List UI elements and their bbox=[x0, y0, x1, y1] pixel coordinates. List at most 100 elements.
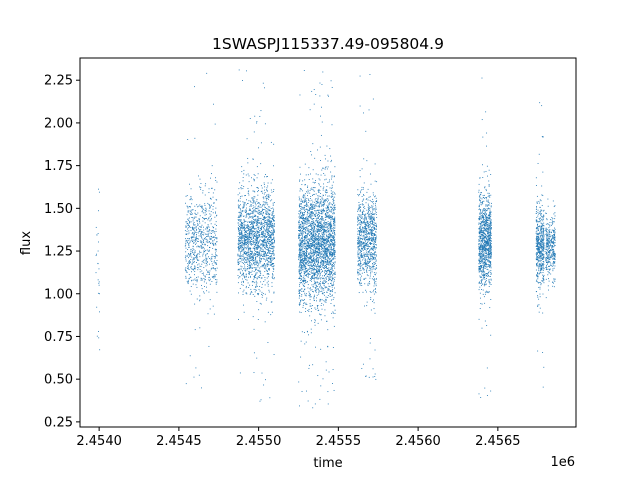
data-point bbox=[262, 256, 264, 258]
data-point bbox=[331, 273, 332, 275]
data-point bbox=[331, 284, 333, 286]
data-point bbox=[274, 239, 276, 241]
data-point bbox=[325, 278, 327, 280]
data-point bbox=[265, 254, 267, 256]
data-point bbox=[299, 235, 301, 236]
data-point bbox=[190, 252, 192, 254]
data-point bbox=[249, 263, 251, 265]
data-point bbox=[325, 230, 327, 231]
data-point bbox=[253, 226, 255, 228]
data-point bbox=[312, 265, 314, 266]
data-point bbox=[332, 244, 333, 246]
data-point bbox=[264, 223, 266, 225]
data-point bbox=[298, 205, 300, 207]
data-point bbox=[270, 222, 272, 224]
data-point bbox=[300, 212, 301, 213]
data-point bbox=[307, 221, 309, 223]
data-point bbox=[330, 196, 332, 198]
data-point bbox=[321, 224, 323, 226]
data-point bbox=[253, 243, 255, 245]
data-point bbox=[242, 201, 244, 203]
data-point bbox=[208, 192, 210, 194]
data-point bbox=[247, 248, 249, 250]
data-point bbox=[249, 209, 251, 211]
data-point bbox=[193, 236, 195, 238]
data-point bbox=[250, 209, 252, 211]
data-point bbox=[248, 254, 250, 256]
data-point bbox=[323, 230, 325, 232]
data-point bbox=[305, 274, 307, 276]
data-point bbox=[241, 225, 243, 227]
data-point bbox=[334, 258, 336, 260]
data-point bbox=[264, 192, 266, 193]
data-point bbox=[328, 95, 329, 97]
data-point bbox=[187, 249, 189, 250]
data-point bbox=[238, 69, 240, 71]
data-point bbox=[327, 260, 329, 262]
data-point bbox=[216, 260, 218, 261]
data-point bbox=[245, 236, 246, 237]
data-point bbox=[271, 264, 273, 266]
data-point bbox=[266, 253, 268, 255]
data-point bbox=[257, 238, 258, 240]
data-point bbox=[212, 265, 214, 266]
data-point bbox=[199, 251, 201, 253]
data-point bbox=[304, 206, 305, 208]
data-point bbox=[319, 299, 321, 301]
data-point bbox=[254, 235, 256, 237]
data-point bbox=[187, 224, 189, 226]
data-point bbox=[251, 244, 253, 245]
data-point bbox=[242, 278, 243, 280]
data-point bbox=[318, 266, 320, 268]
data-point bbox=[309, 299, 311, 301]
data-point bbox=[211, 233, 212, 234]
data-point bbox=[301, 241, 303, 243]
data-point bbox=[304, 261, 306, 263]
data-point bbox=[330, 254, 332, 256]
data-point bbox=[255, 254, 256, 256]
data-point bbox=[310, 246, 312, 248]
data-point bbox=[265, 210, 267, 212]
data-point bbox=[317, 228, 319, 230]
data-point bbox=[317, 274, 319, 276]
data-point bbox=[270, 235, 272, 237]
data-point bbox=[331, 252, 333, 254]
data-point bbox=[325, 274, 327, 275]
data-point bbox=[330, 260, 331, 262]
data-point bbox=[333, 254, 335, 256]
data-point bbox=[325, 241, 327, 243]
data-point bbox=[298, 258, 300, 260]
data-point bbox=[195, 243, 196, 245]
data-point bbox=[272, 218, 273, 220]
data-point bbox=[322, 281, 324, 283]
data-point bbox=[326, 278, 327, 280]
data-point bbox=[269, 221, 271, 222]
data-point bbox=[195, 237, 197, 239]
data-point bbox=[303, 240, 305, 242]
data-point bbox=[331, 243, 333, 245]
data-point bbox=[327, 198, 329, 200]
data-point bbox=[303, 207, 305, 209]
data-point bbox=[328, 217, 330, 219]
data-point bbox=[313, 228, 315, 230]
data-point bbox=[334, 224, 336, 226]
data-point bbox=[266, 246, 268, 248]
data-point bbox=[327, 283, 329, 285]
data-point bbox=[309, 220, 310, 222]
data-point bbox=[306, 224, 308, 226]
data-point bbox=[243, 304, 244, 306]
data-point bbox=[266, 228, 268, 230]
data-point bbox=[311, 262, 313, 264]
data-point bbox=[324, 231, 326, 233]
data-point bbox=[322, 248, 324, 250]
data-point bbox=[269, 223, 271, 225]
data-point bbox=[260, 213, 261, 215]
data-point bbox=[314, 286, 316, 288]
data-point bbox=[257, 276, 259, 278]
data-point bbox=[265, 222, 267, 224]
data-point bbox=[273, 257, 275, 259]
data-point bbox=[270, 182, 272, 184]
data-point bbox=[331, 290, 333, 292]
data-point bbox=[262, 243, 264, 245]
